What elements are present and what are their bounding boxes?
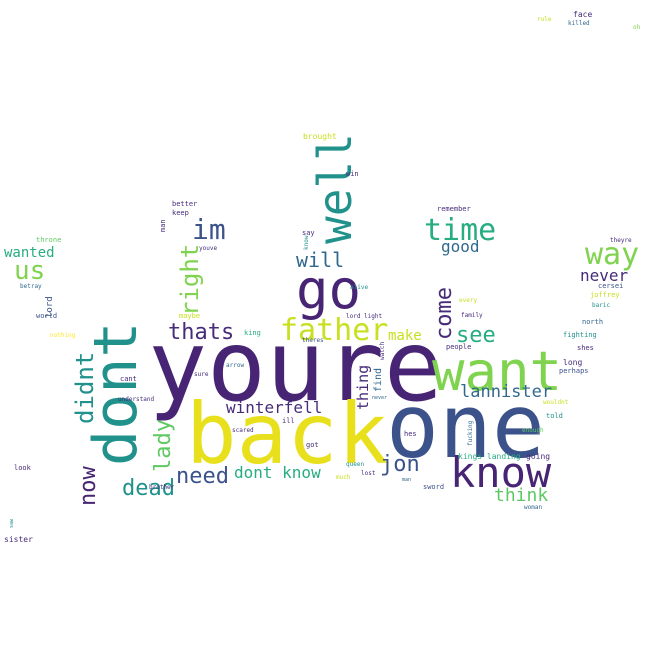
word-understand: understand (118, 396, 155, 403)
word-scared: scared (232, 427, 254, 434)
word-make: make (388, 328, 422, 344)
word-alive: alive (350, 284, 369, 291)
word-remember: remember (437, 205, 471, 213)
word-killed: killed (568, 20, 590, 27)
word-got: got (306, 441, 319, 449)
word-much: much (336, 474, 351, 481)
word-lost: lost (361, 470, 376, 477)
word-wanted: wanted (4, 245, 55, 261)
word-theres: theres (302, 337, 324, 344)
word-fucking: fucking (467, 420, 474, 446)
word-im: im (192, 213, 226, 246)
word-go: go (296, 258, 362, 321)
word-lady: lady (151, 419, 176, 472)
word-youve: youve (199, 245, 218, 252)
word-maybe: maybe (179, 312, 201, 320)
word-sister: sister (4, 535, 33, 544)
word-us: us (14, 256, 46, 286)
word-man-small: man (402, 477, 412, 483)
word-sure: sure (194, 371, 209, 378)
word-lannister: lannister (460, 382, 553, 402)
word-back: back (186, 385, 389, 483)
word-king: king (244, 329, 261, 337)
word-saw: saw (9, 518, 15, 528)
word-going: going (526, 452, 551, 461)
word-keep: keep (172, 209, 189, 217)
word-father: father (280, 313, 389, 348)
word-dead: dead (122, 476, 175, 501)
word-betray: betray (20, 283, 42, 290)
word-never-small: never (372, 395, 388, 401)
word-time: time (424, 213, 497, 248)
word-baric: baric (592, 302, 611, 309)
word-well: well (308, 133, 362, 244)
word-kings-landing: kings landing (458, 452, 521, 461)
word-enough: enough (522, 427, 544, 434)
word-say: say (302, 229, 315, 237)
word-find: find (373, 367, 384, 392)
word-every: every (459, 297, 478, 304)
word-thing: thing (354, 364, 372, 410)
word-man: man (159, 219, 167, 232)
word-now: now (76, 466, 101, 506)
word-arrow: arrow (226, 362, 245, 369)
word-nothing: nothing (50, 332, 76, 339)
word-throne: throne (36, 236, 62, 244)
word-told: told (546, 412, 563, 420)
word-perhaps: perhaps (559, 367, 589, 375)
word-never: never (580, 266, 629, 285)
word-rule: rule (537, 16, 552, 23)
word-come: come (432, 287, 457, 340)
word-queen: queen (346, 461, 365, 468)
word-need: need (176, 464, 229, 489)
word-lord-light: lord light (346, 313, 383, 320)
word-way: way (585, 237, 640, 272)
word-know-small: know (303, 235, 310, 250)
word-didnt: didnt (71, 351, 99, 424)
word-brother: brother (149, 484, 175, 491)
word-cant: cant (120, 375, 137, 383)
word-oh: oh (633, 24, 641, 31)
word-right: right (176, 243, 204, 316)
word-good: good (441, 237, 480, 256)
word-world: world (36, 312, 58, 320)
word-face: face (573, 10, 593, 19)
word-fighting: fighting (563, 331, 597, 339)
word-one: one (386, 375, 545, 478)
word-woman: woman (524, 504, 543, 511)
word-think: think (494, 485, 549, 506)
word-look: look (14, 464, 31, 472)
word-dont-know: dont know (234, 463, 321, 482)
word-wouldnt: wouldnt (543, 399, 569, 406)
word-jon: jon (380, 452, 420, 477)
word-sword: sword (423, 483, 445, 491)
word-people: people (446, 343, 472, 351)
word-shes: shes (577, 344, 594, 352)
word-better: better (172, 200, 198, 208)
word-ill: ill (282, 417, 295, 425)
word-thats: thats (168, 320, 235, 345)
word-win: win (346, 170, 359, 178)
word-theyre: theyre (610, 237, 632, 244)
word-want: want (432, 340, 563, 403)
word-family: family (461, 312, 483, 319)
word-hes: hes (404, 430, 417, 438)
word-will: will (296, 248, 345, 272)
word-brought: brought (303, 132, 337, 141)
word-cersei: cersei (598, 282, 624, 290)
word-watch: watch (379, 341, 386, 360)
word-youre: youre (148, 310, 444, 424)
word-see: see (456, 323, 496, 348)
word-joffrey: joffrey (590, 291, 620, 299)
word-know: know (450, 448, 552, 497)
word-winterfell: winterfell (226, 398, 323, 417)
word-north: north (582, 318, 604, 326)
word-long: long (563, 358, 583, 367)
